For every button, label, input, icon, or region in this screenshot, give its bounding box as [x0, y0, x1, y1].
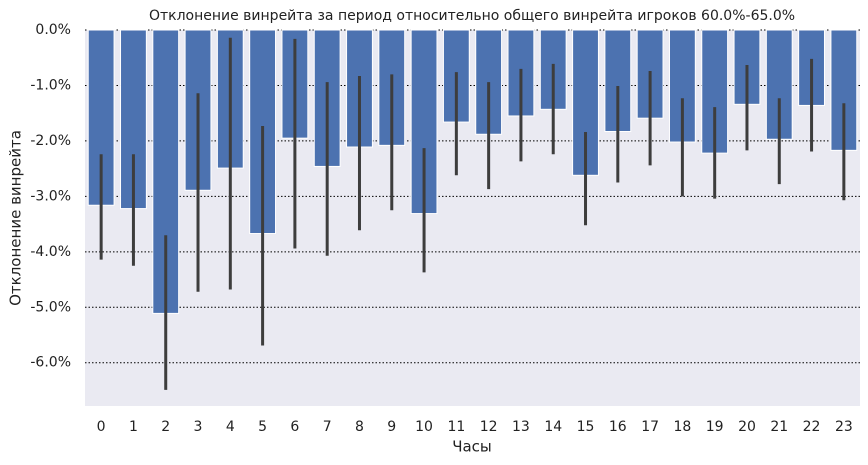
y-tick-label: 0.0% [35, 22, 71, 38]
y-tick-label: -3.0% [30, 188, 71, 204]
y-tick-label: -5.0% [30, 299, 71, 315]
x-tick-label: 4 [226, 419, 235, 435]
x-tick-label: 23 [835, 419, 853, 435]
x-tick-label: 9 [387, 419, 396, 435]
x-tick-label: 15 [577, 419, 595, 435]
y-axis-label: Отклонение винрейта [7, 130, 25, 306]
x-tick-label: 12 [480, 419, 498, 435]
x-tick-label: 11 [447, 419, 465, 435]
x-tick-label: 19 [706, 419, 724, 435]
y-tick-label: -2.0% [30, 133, 71, 149]
x-tick-label: 7 [323, 419, 332, 435]
x-tick-label: 20 [738, 419, 756, 435]
x-tick-label: 0 [97, 419, 106, 435]
plot-area [85, 30, 860, 406]
x-tick-label: 17 [641, 419, 659, 435]
x-tick-label: 16 [609, 419, 627, 435]
y-tick-label: -1.0% [30, 77, 71, 93]
y-tick-label: -6.0% [30, 355, 71, 371]
chart-title: Отклонение винрейта за период относитель… [149, 8, 795, 24]
x-tick-label: 3 [194, 419, 203, 435]
x-tick-label: 18 [673, 419, 691, 435]
x-tick-label: 14 [544, 419, 562, 435]
x-tick-label: 2 [161, 419, 170, 435]
x-tick-label: 22 [803, 419, 821, 435]
x-tick-label: 21 [770, 419, 788, 435]
y-tick-label: -4.0% [30, 244, 71, 260]
x-tick-label: 6 [290, 419, 299, 435]
x-tick-label: 13 [512, 419, 530, 435]
x-tick-label: 10 [415, 419, 433, 435]
x-axis-label: Часы [452, 438, 492, 456]
x-tick-label: 1 [129, 419, 138, 435]
x-tick-label: 8 [355, 419, 364, 435]
x-tick-label: 5 [258, 419, 267, 435]
